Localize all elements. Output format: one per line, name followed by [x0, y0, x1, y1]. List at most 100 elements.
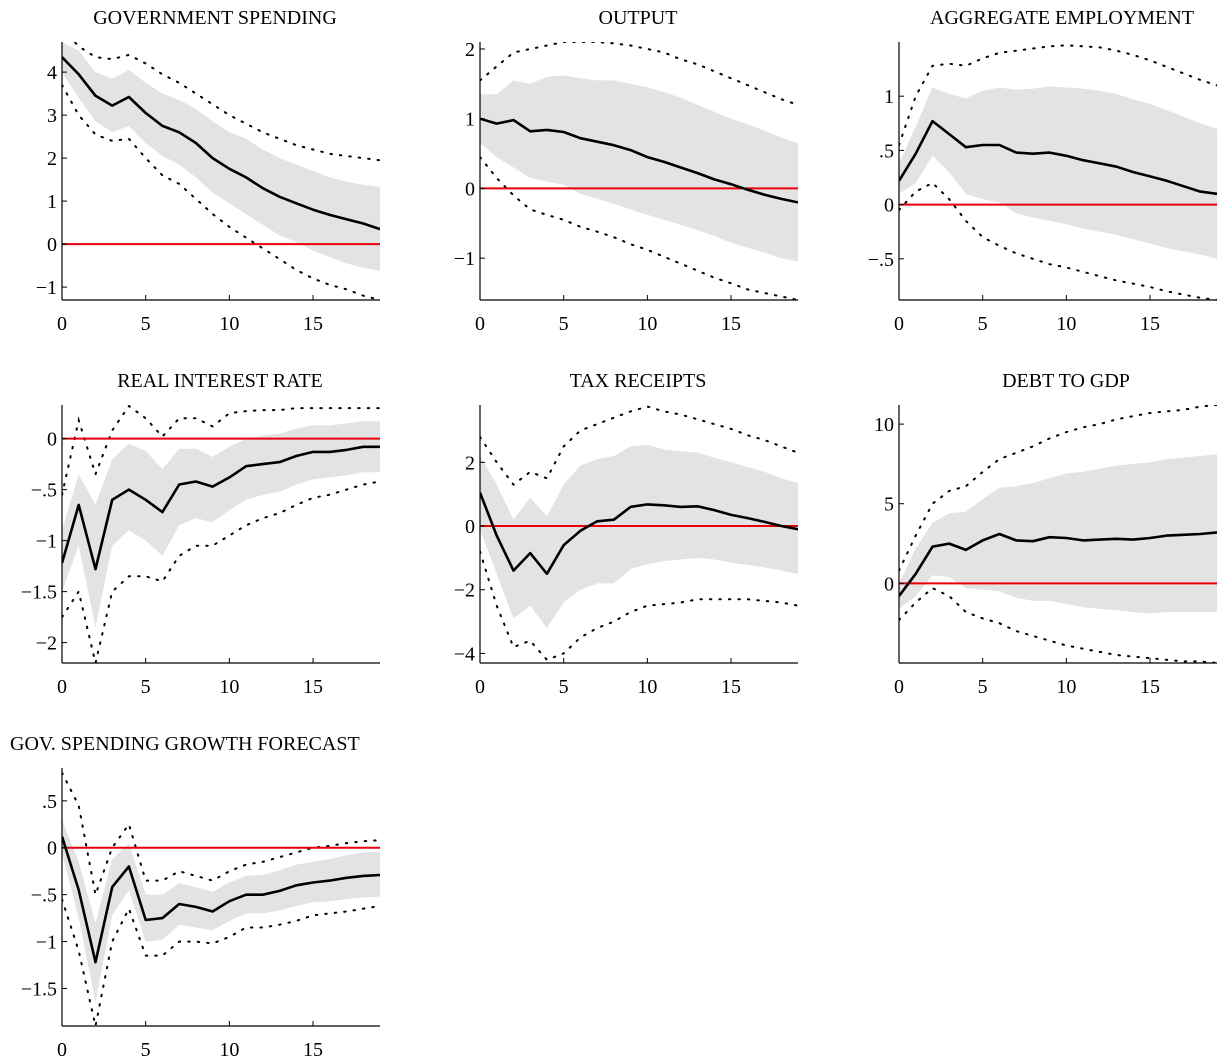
chart-panel-4: −2 −1.5 −1 −.5 0 0 5 10 15 REAL INTEREST RATE [21, 370, 380, 698]
x-tick-label: 5 [559, 313, 569, 335]
median-response-line [480, 117, 798, 204]
confidence-band [899, 86, 1217, 259]
y-tick-label: 2 [47, 148, 57, 170]
y-tick-label: 10 [874, 414, 894, 436]
median-response-line [899, 531, 1217, 597]
x-tick-label: 15 [1140, 676, 1160, 698]
median-response-line [480, 492, 798, 576]
x-tick-label: 10 [1056, 313, 1076, 335]
y-tick-label: 1 [465, 109, 475, 131]
chart-panel-5: −4 −2 0 2 0 5 10 15 TAX RECEIPTS [454, 370, 798, 698]
x-tick-label: 15 [721, 313, 741, 335]
y-tick-label: −1 [36, 932, 57, 954]
x-tick-label: 15 [303, 313, 323, 335]
y-tick-label: −1 [454, 248, 475, 270]
x-tick-label: 0 [57, 313, 67, 335]
chart-panel-2: −1 0 1 2 0 5 10 15 OUTPUT [454, 7, 798, 335]
x-tick-label: 5 [141, 1039, 151, 1061]
y-tick-label: −2 [454, 580, 475, 602]
panel-title: TAX RECEIPTS [570, 370, 707, 392]
plot-area [62, 42, 380, 300]
confidence-band [899, 454, 1217, 614]
y-tick-label: 2 [465, 39, 475, 61]
panel-title: OUTPUT [599, 7, 678, 29]
panel-title: GOV. SPENDING GROWTH FORECAST [10, 733, 360, 755]
plot-area [480, 405, 798, 661]
confidence-band [480, 75, 798, 262]
dotted-lower-line [62, 898, 380, 1026]
confidence-band [62, 421, 380, 628]
x-tick-label: 5 [141, 313, 151, 335]
chart-panel-7: −1.5 −1 −.5 0 .5 0 5 10 15 GOV. SPENDING GROWTH F… [10, 733, 380, 1061]
dotted-upper-line [480, 405, 798, 487]
y-tick-label: −2 [36, 633, 57, 655]
panel-title: REAL INTEREST RATE [117, 370, 323, 392]
plot-area [899, 44, 1217, 300]
x-tick-label: 5 [141, 676, 151, 698]
x-tick-label: 10 [219, 1039, 239, 1061]
dotted-upper-line [899, 44, 1217, 146]
y-tick-label: 2 [465, 452, 475, 474]
y-tick-label: 4 [47, 62, 57, 84]
dotted-upper-line [899, 405, 1217, 572]
y-tick-label: −1 [36, 277, 57, 299]
x-tick-label: 0 [475, 313, 485, 335]
dotted-lower-line [899, 181, 1217, 300]
y-tick-label: −1.5 [21, 582, 57, 604]
dotted-upper-line [62, 771, 380, 899]
confidence-band [480, 444, 798, 628]
y-tick-label: 0 [884, 573, 894, 595]
x-tick-label: 15 [303, 676, 323, 698]
y-tick-label: 1 [884, 86, 894, 108]
x-tick-label: 5 [978, 313, 988, 335]
y-tick-label: −.5 [868, 249, 894, 271]
y-tick-label: 0 [884, 195, 894, 217]
y-tick-label: −1 [36, 531, 57, 553]
x-tick-label: 0 [894, 676, 904, 698]
x-tick-label: 10 [219, 676, 239, 698]
dotted-lower-line [480, 550, 798, 661]
y-tick-label: −.5 [31, 480, 57, 502]
x-tick-label: 15 [721, 676, 741, 698]
y-tick-label: 3 [47, 105, 57, 127]
median-response-line [62, 836, 380, 964]
panel-title: GOVERNMENT SPENDING [93, 7, 337, 29]
x-tick-label: 10 [637, 313, 657, 335]
x-tick-label: 10 [1056, 676, 1076, 698]
plot-area [62, 771, 380, 1026]
x-tick-label: 5 [559, 676, 569, 698]
y-tick-label: −4 [454, 643, 475, 665]
plot-area [899, 405, 1217, 663]
y-tick-label: 0 [47, 429, 57, 451]
dotted-lower-line [899, 586, 1217, 663]
x-tick-label: 15 [303, 1039, 323, 1061]
plot-area [480, 42, 798, 300]
median-response-line [62, 56, 380, 231]
y-tick-label: 1 [47, 191, 57, 213]
y-tick-label: −.5 [31, 885, 57, 907]
x-tick-label: 15 [1140, 313, 1160, 335]
confidence-band [62, 42, 380, 271]
x-tick-label: 5 [978, 676, 988, 698]
x-tick-label: 10 [637, 676, 657, 698]
y-tick-label: 5 [884, 494, 894, 516]
dotted-upper-line [480, 42, 798, 106]
median-response-line [62, 445, 380, 571]
dotted-lower-line [62, 84, 380, 300]
y-tick-label: .5 [42, 791, 57, 813]
x-tick-label: 0 [475, 676, 485, 698]
x-tick-label: 10 [219, 313, 239, 335]
y-tick-label: −1.5 [21, 978, 57, 1000]
y-tick-label: .5 [879, 140, 894, 162]
y-tick-label: 0 [465, 178, 475, 200]
confidence-band [62, 819, 380, 1003]
chart-panel-6: 0 5 10 0 5 10 15 DEBT TO GDP [874, 370, 1217, 698]
x-tick-label: 0 [57, 676, 67, 698]
dotted-lower-line [62, 480, 380, 663]
median-response-line [899, 119, 1217, 196]
plot-area [62, 405, 380, 663]
panel-title: DEBT TO GDP [1002, 370, 1130, 392]
